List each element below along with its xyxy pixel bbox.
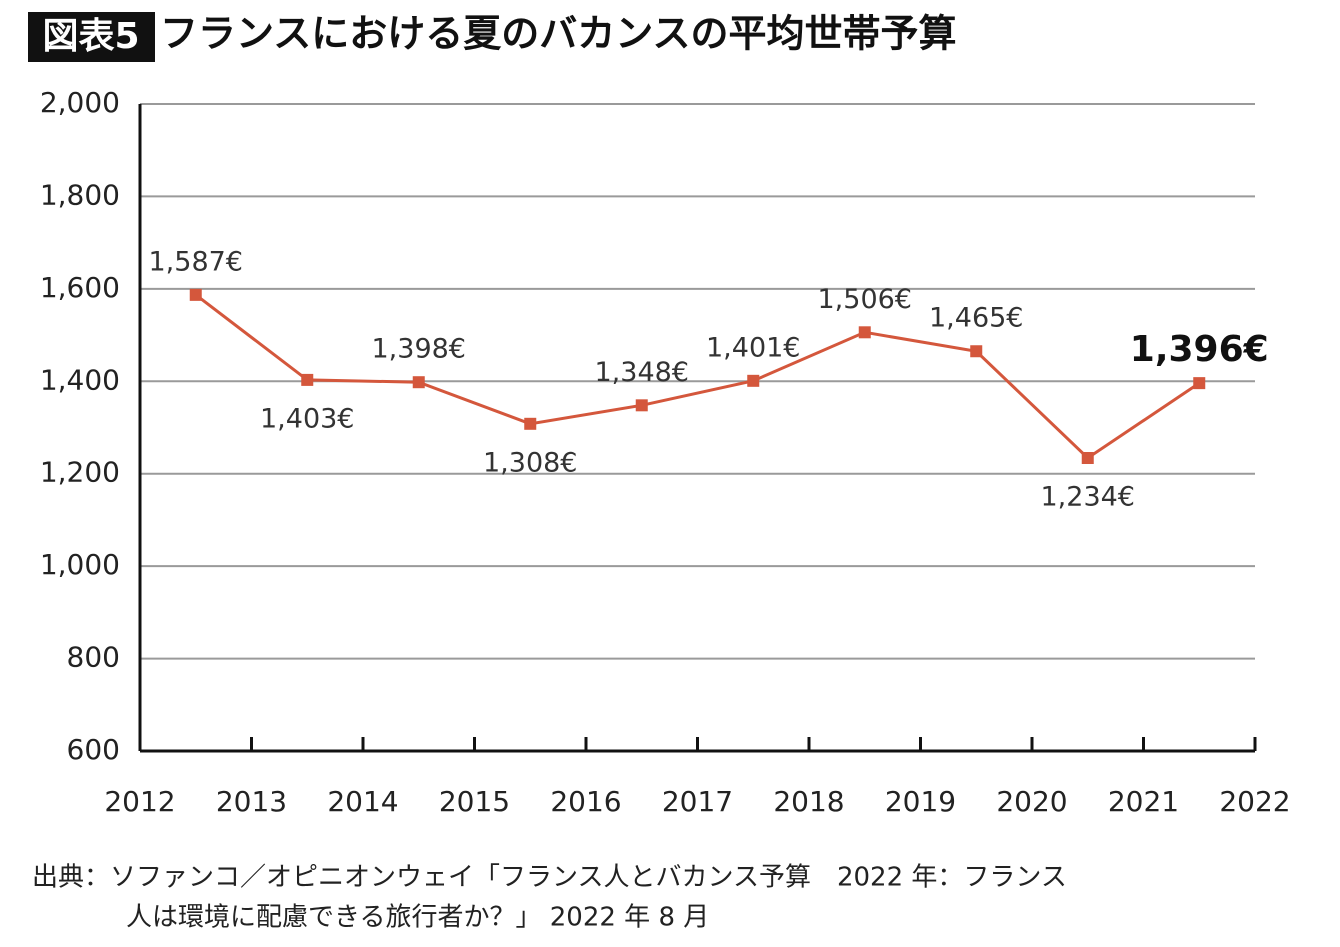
y-tick-label: 1,000 [40, 548, 120, 581]
source-line: 人は環境に配慮できる旅行者か？」 2022 年 8 月 [126, 903, 709, 933]
x-tick-label: 2015 [439, 785, 510, 818]
x-tick-label: 2016 [550, 785, 621, 818]
x-tick-label: 2012 [104, 785, 175, 818]
data-label: 1,396€ [1130, 329, 1269, 370]
data-label: 1,308€ [483, 447, 577, 478]
data-label: 1,403€ [260, 403, 354, 434]
y-tick-label: 2,000 [40, 86, 120, 119]
y-tick-label: 1,800 [40, 178, 120, 211]
x-tick-label: 2020 [996, 785, 1067, 818]
source-line: 出典：ソファンコ／オピニオンウェイ「フランス人とバカンス予算 2022 年：フラ… [32, 863, 1067, 893]
x-tick-label: 2018 [773, 785, 844, 818]
data-label: 1,506€ [818, 284, 912, 315]
x-tick-label: 2022 [1219, 785, 1290, 818]
data-label: 1,587€ [149, 246, 243, 277]
marker [301, 373, 314, 386]
line [194, 293, 1201, 460]
x-tick-label: 2019 [885, 785, 956, 818]
data-label: 1,401€ [706, 332, 800, 363]
data-label: 1,348€ [595, 357, 689, 388]
data-label: 1,465€ [929, 303, 1023, 334]
marker [1193, 377, 1206, 390]
data-label: 1,398€ [372, 334, 466, 365]
y-tick-label: 600 [67, 733, 120, 766]
x-tick-label: 2021 [1108, 785, 1179, 818]
marker [635, 399, 648, 412]
marker [189, 288, 202, 301]
data-label: 1,234€ [1041, 482, 1135, 513]
marker [1081, 452, 1094, 465]
y-tick-label: 1,400 [40, 363, 120, 396]
chart-title: フランスにおける夏のバカンスの平均世帯予算 [160, 12, 956, 56]
y-tick-label: 800 [67, 641, 120, 674]
badge-box [28, 12, 155, 62]
y-tick-label: 1,200 [40, 456, 120, 489]
marker [524, 417, 537, 430]
marker [858, 326, 871, 339]
x-tick-label: 2014 [327, 785, 398, 818]
x-tick-label: 2017 [662, 785, 733, 818]
y-tick-label: 1,600 [40, 271, 120, 304]
marker [412, 376, 425, 389]
x-tick-label: 2013 [216, 785, 287, 818]
marker [970, 345, 983, 358]
badge: 図表5 [42, 16, 139, 57]
marker [747, 374, 760, 387]
